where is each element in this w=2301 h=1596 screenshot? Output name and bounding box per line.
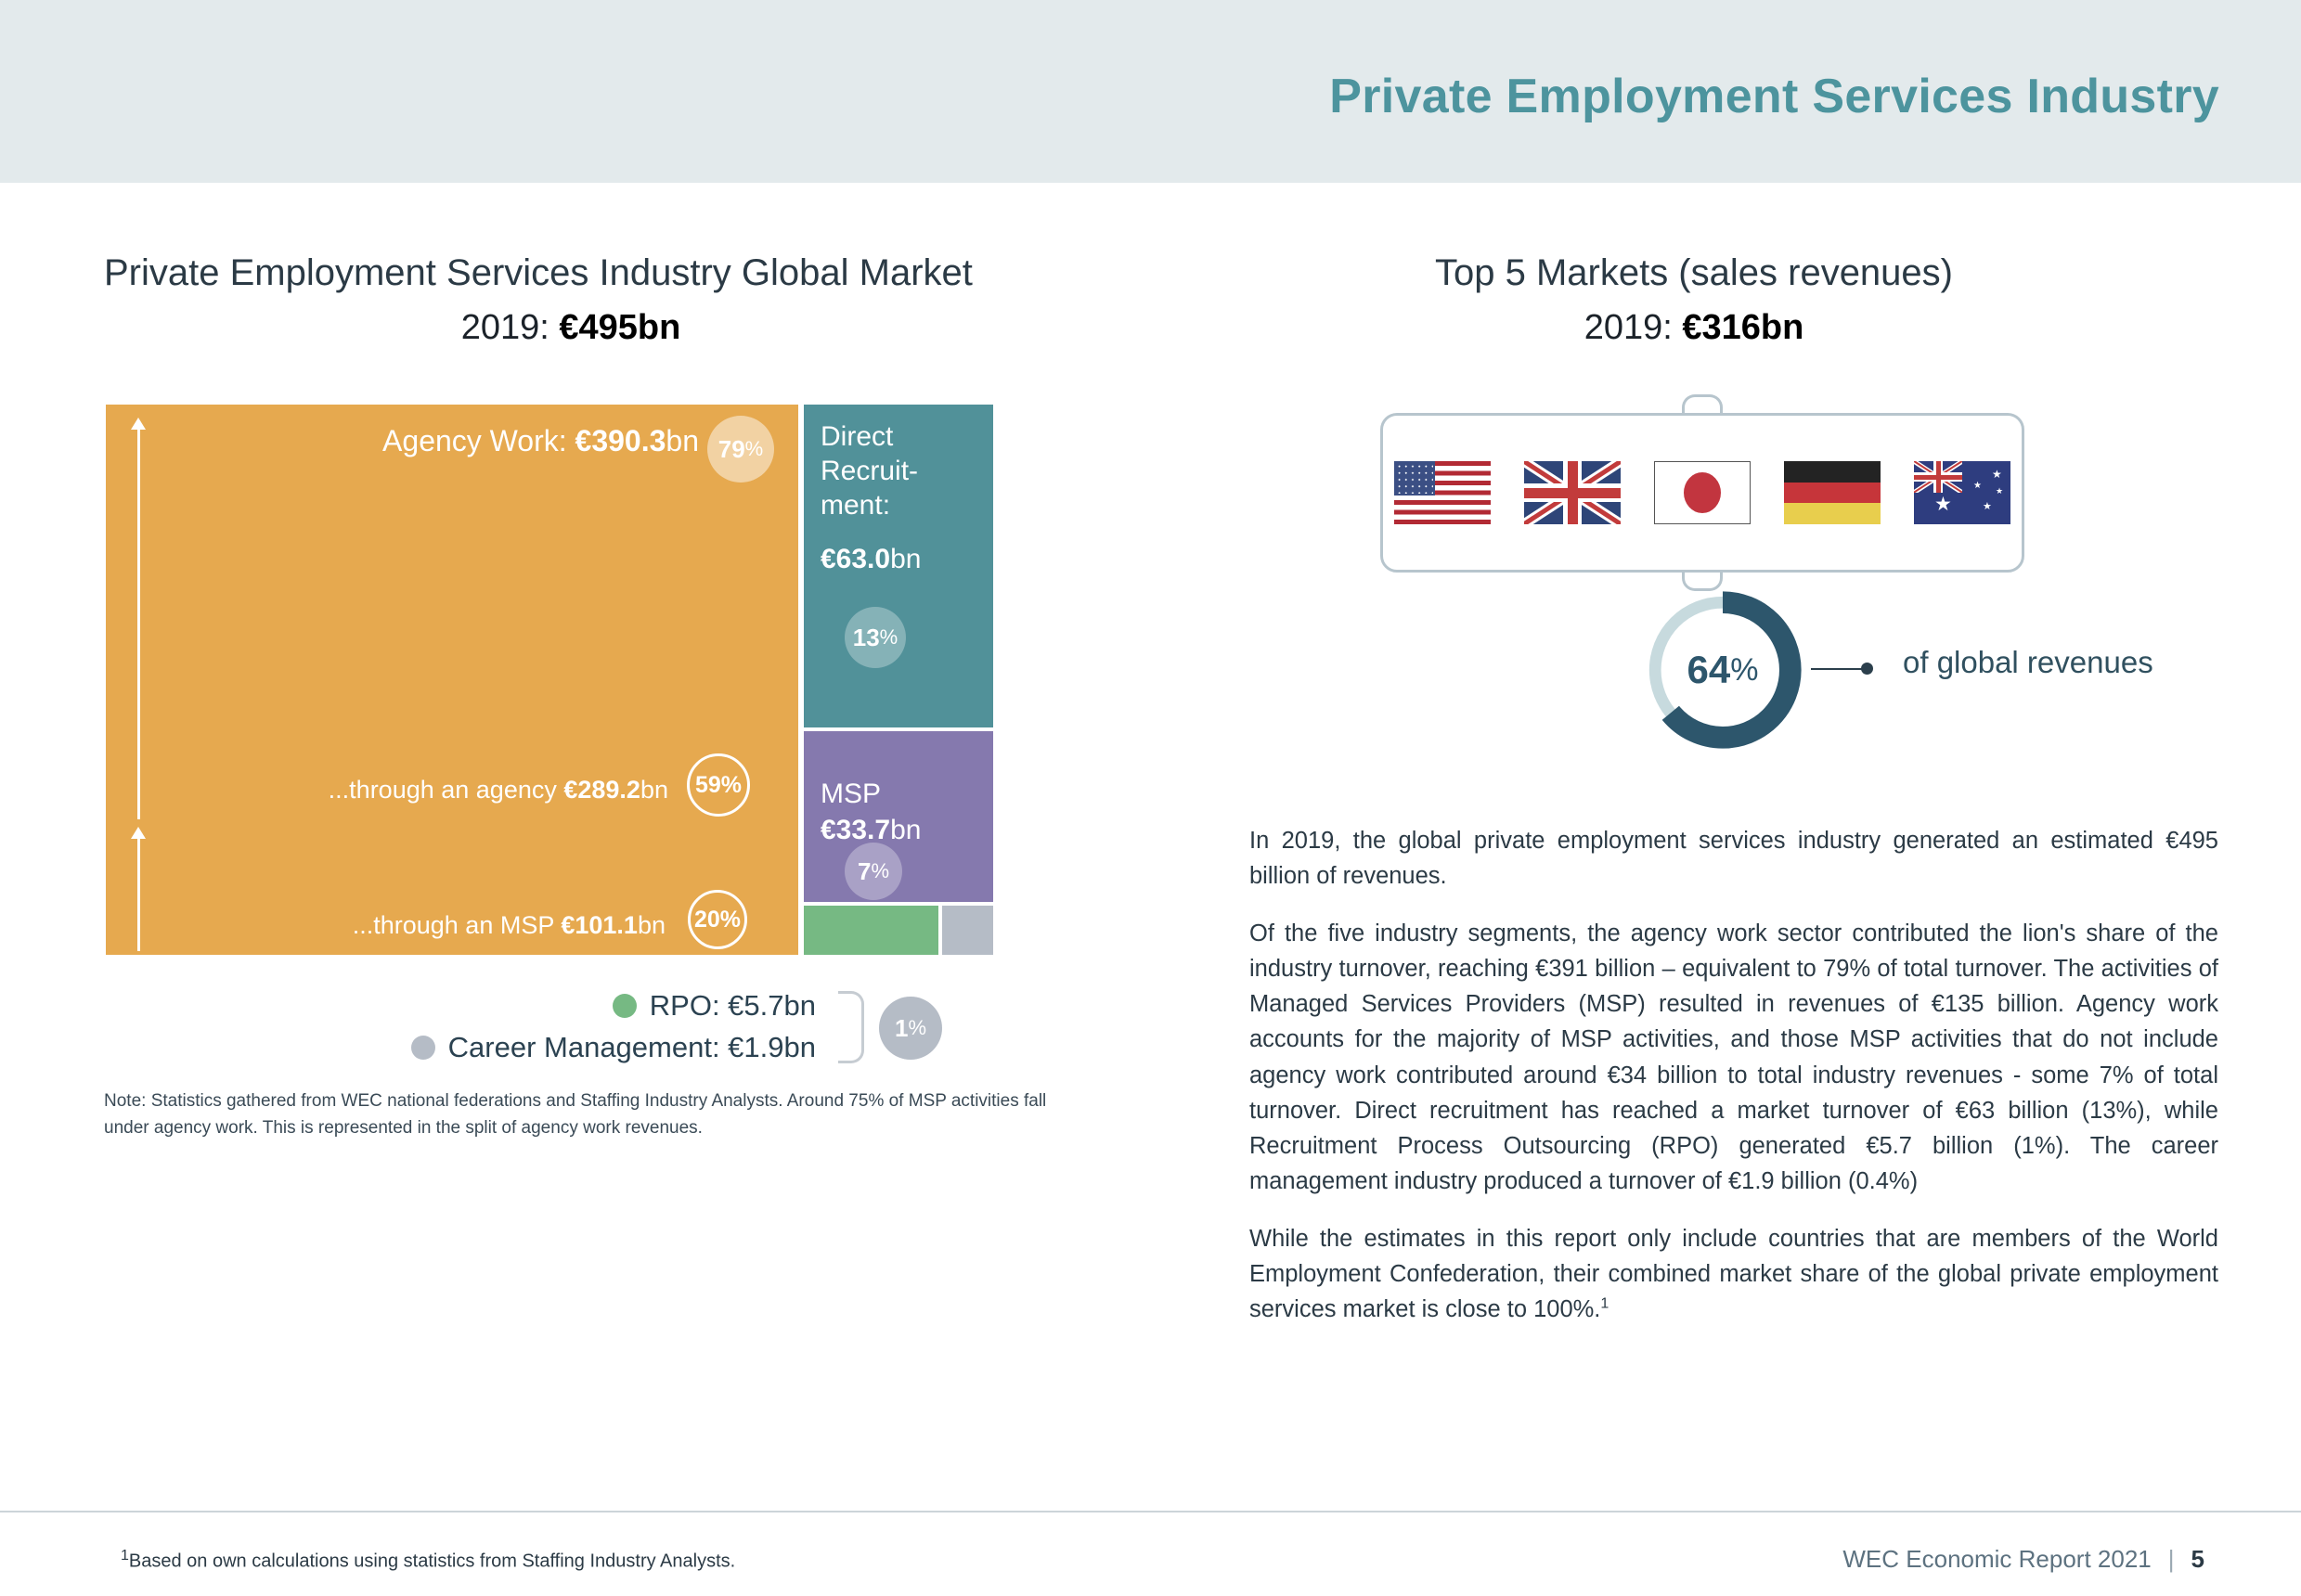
flag-jp-icon [1654, 461, 1751, 524]
footer-footnote: 1Based on own calculations using statist… [121, 1548, 735, 1573]
footer-page-number: 5 [2191, 1545, 2204, 1573]
footer-separator-icon: | [2167, 1545, 2175, 1573]
top-markets-year-label: 2019: [1584, 308, 1683, 347]
legend-item-rpo: RPO: €5.7bn [612, 989, 816, 1023]
agency-work-value: €390.3 [575, 424, 666, 457]
through-agency-label: ...through an agency €289.2bn [329, 776, 668, 804]
market-treemap: Agency Work: €390.3bn 79% ...through an … [106, 405, 993, 955]
agency-work-pct-sign: % [744, 437, 764, 460]
page-title: Private Employment Services Industry [1329, 70, 2219, 123]
top-markets-flags-panel: ★ ★ ★ ★ ★ [1380, 394, 2024, 591]
donut-value: 64 [1687, 648, 1731, 691]
flag-au-icon: ★ ★ ★ ★ ★ [1914, 461, 2010, 524]
msp-pct-bubble: 7% [845, 843, 902, 900]
page-header: Private Employment Services Industry [0, 0, 2301, 183]
agency-work-unit: bn [666, 424, 699, 457]
treemap-chart-title: Private Employment Services Industry Glo… [104, 252, 973, 293]
body-paragraph-2: Of the five industry segments, the agenc… [1249, 920, 2218, 1195]
flags-brace-bottom-icon [1682, 571, 1723, 591]
direct-recruitment-pct: 13 [852, 623, 880, 651]
body-paragraph-1: In 2019, the global private employment s… [1249, 828, 2218, 890]
agency-arrow-head-icon [131, 418, 146, 430]
treemap-block-agency-via-msp[interactable]: ...through an MSP €101.1bn 20% [106, 819, 798, 955]
flag-uk-icon [1524, 461, 1621, 524]
top-markets-title: Top 5 Markets (sales revenues) [1434, 252, 1953, 293]
treemap-block-msp[interactable]: MSP €33.7bn 7% [804, 731, 993, 902]
legend-brace-icon [838, 991, 864, 1063]
footer-divider [0, 1511, 2301, 1512]
legend-combined-pct-sign: % [908, 1016, 927, 1039]
legend-item-career-management: Career Management: €1.9bn [410, 1031, 816, 1064]
msp-label: MSP €33.7bn [821, 776, 921, 848]
through-msp-unit: bn [637, 911, 666, 939]
direct-recruitment-amount: €63.0bn [821, 544, 921, 575]
top-markets-subtitle: 2019: €316bn [1151, 308, 2237, 348]
through-msp-value: €101.1 [561, 911, 638, 939]
flags-brace-top-icon [1682, 394, 1723, 415]
right-column: Top 5 Markets (sales revenues) 2019: €31… [1151, 183, 2301, 1463]
agency-work-pct: 79 [717, 434, 745, 463]
footer-footnote-text: Based on own calculations using statisti… [128, 1551, 736, 1572]
rpo-color-swatch-icon [612, 994, 637, 1018]
agency-work-pct-bubble: 79% [707, 416, 774, 483]
legend-label-rpo: RPO: €5.7bn [649, 989, 816, 1022]
legend-combined-pct: 1 [894, 1013, 909, 1042]
msp-arrow-line-icon [136, 838, 140, 951]
treemap-chart-subtitle: 2019: €495bn [104, 308, 1038, 348]
through-agency-unit: bn [640, 776, 668, 804]
treemap-block-career-management[interactable] [942, 906, 993, 955]
body-paragraph-3: While the estimates in this report only … [1249, 1221, 2218, 1328]
donut-value-label: 64% [1638, 586, 1807, 754]
through-msp-pct-bubble: 20% [688, 890, 747, 949]
footer-footnote-marker: 1 [121, 1548, 129, 1564]
through-agency-name: ...through an agency [328, 776, 564, 804]
donut-value-sign: % [1730, 651, 1759, 688]
body-paragraph-3-text: While the estimates in this report only … [1249, 1225, 2218, 1323]
direct-recruitment-value: €63.0 [821, 544, 891, 574]
agency-work-name: Agency Work: [382, 424, 575, 457]
treemap-note: Note: Statistics gathered from WEC natio… [104, 1091, 1047, 1138]
donut-leader-line-icon [1811, 668, 1865, 670]
msp-pct-sign: % [871, 859, 890, 882]
treemap-block-direct-recruitment[interactable]: Direct Recruit-ment: €63.0bn 13% [804, 405, 993, 727]
footer-meta: WEC Economic Report 2021 | 5 [1842, 1545, 2204, 1574]
legend-label-career-management: Career Management: €1.9bn [447, 1031, 816, 1063]
treemap-total-value: €495bn [559, 308, 681, 347]
through-agency-value: €289.2 [563, 776, 640, 804]
through-agency-pct-bubble: 59% [687, 753, 750, 817]
treemap-block-agency-work[interactable]: Agency Work: €390.3bn 79% ...through an … [106, 405, 798, 819]
msp-value: €33.7 [821, 815, 891, 845]
body-paragraph-3-footnote-marker: 1 [1600, 1295, 1609, 1312]
treemap-year-label: 2019: [460, 308, 560, 347]
body-copy: In 2019, the global private employment s… [1249, 823, 2218, 1327]
direct-recruitment-label: Direct Recruit-ment: [821, 421, 919, 521]
top-markets-total-value: €316bn [1682, 308, 1804, 347]
footer-report-name: WEC Economic Report 2021 [1842, 1545, 2152, 1573]
global-revenue-share-donut: 64% of global revenues [1638, 591, 2242, 801]
msp-pct: 7 [857, 856, 872, 885]
donut-leader-dot-icon [1861, 663, 1873, 675]
flag-us-icon [1394, 461, 1491, 524]
donut-chart-svg [1644, 591, 1802, 749]
legend-combined-pct-bubble: 1% [879, 997, 942, 1060]
left-column: Private Employment Services Industry Glo… [0, 183, 1151, 1463]
msp-name: MSP [821, 779, 882, 809]
direct-recruitment-pct-sign: % [879, 625, 898, 649]
through-msp-label: ...through an MSP €101.1bn [353, 911, 666, 940]
msp-unit: bn [890, 815, 922, 845]
agency-work-label: Agency Work: €390.3bn [382, 424, 699, 458]
flag-de-icon [1784, 461, 1881, 524]
treemap-legend: RPO: €5.7bn Career Management: €1.9bn 1% [104, 989, 995, 1071]
through-msp-name: ...through an MSP [352, 911, 562, 939]
direct-recruitment-pct-bubble: 13% [845, 607, 906, 668]
msp-arrow-head-icon [131, 827, 146, 839]
treemap-block-rpo[interactable] [804, 906, 938, 955]
direct-recruitment-unit: bn [890, 544, 922, 574]
donut-caption: of global revenues [1903, 645, 2153, 679]
agency-arrow-line-icon [136, 429, 140, 819]
career-management-color-swatch-icon [410, 1036, 435, 1060]
